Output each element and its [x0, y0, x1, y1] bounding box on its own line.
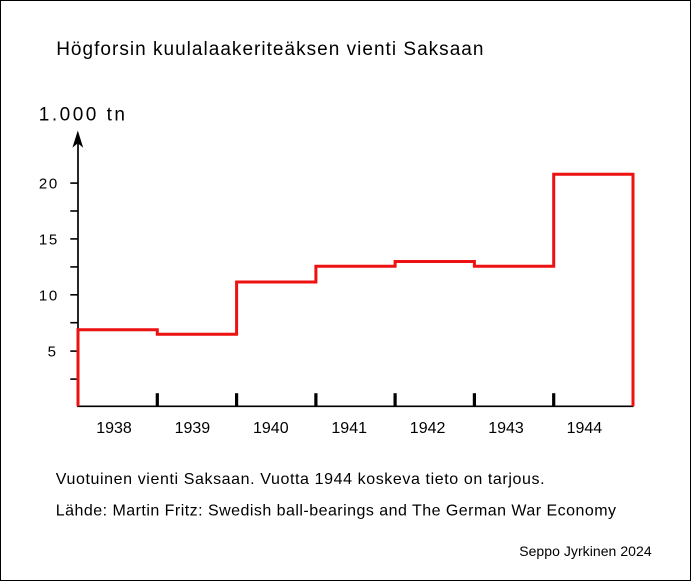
svg-text:1944: 1944 [567, 420, 603, 437]
svg-text:1941: 1941 [331, 420, 367, 437]
svg-text:20: 20 [39, 176, 59, 193]
svg-text:Seppo Jyrkinen 2024: Seppo Jyrkinen 2024 [519, 543, 652, 559]
svg-text:1.000 tn: 1.000 tn [39, 104, 128, 125]
svg-text:1940: 1940 [253, 420, 289, 437]
svg-text:Lähde: Martin Fritz: Swedish b: Lähde: Martin Fritz: Swedish ball-bearin… [56, 503, 617, 520]
svg-text:Högforsin kuulalaakeriteäksen: Högforsin kuulalaakeriteäksen vienti Sak… [56, 39, 484, 60]
svg-text:1942: 1942 [410, 420, 446, 437]
svg-text:1943: 1943 [488, 420, 524, 437]
svg-text:10: 10 [39, 287, 59, 304]
svg-text:5: 5 [48, 344, 58, 361]
svg-text:1938: 1938 [96, 420, 132, 437]
svg-text:Vuotuinen vienti Saksaan. Vuot: Vuotuinen vienti Saksaan. Vuotta 1944 ko… [56, 471, 545, 488]
svg-text:1939: 1939 [175, 420, 211, 437]
svg-text:15: 15 [39, 232, 59, 249]
